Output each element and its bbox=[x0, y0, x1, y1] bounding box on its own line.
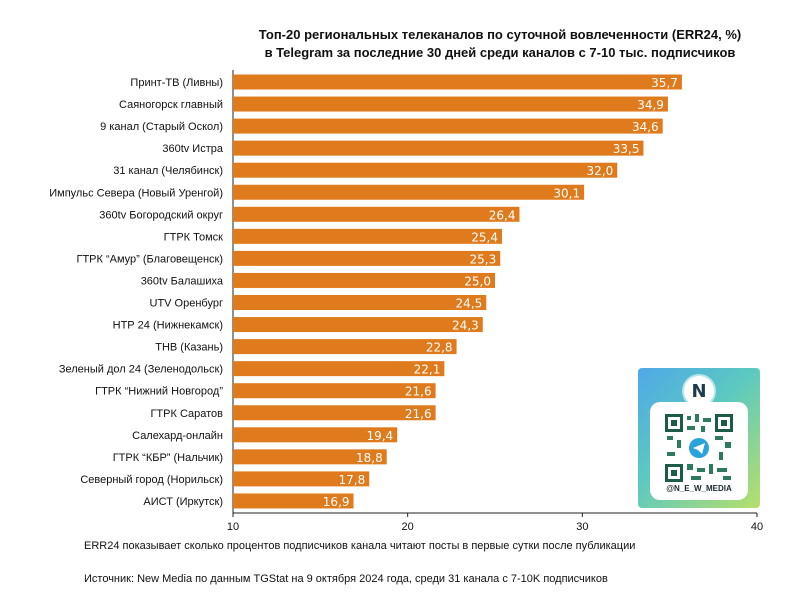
telegram-handle[interactable]: @N_E_W_MEDIA bbox=[666, 484, 732, 493]
bar bbox=[233, 471, 370, 487]
telegram-qr-card[interactable]: N bbox=[638, 368, 760, 508]
source-note: Источник: New Media по данным TGStat на … bbox=[84, 573, 608, 585]
value-label: 26,4 bbox=[489, 208, 516, 222]
value-label: 35,7 bbox=[651, 76, 678, 90]
bar bbox=[233, 317, 483, 333]
x-tick-label: 20 bbox=[402, 521, 414, 533]
bar bbox=[233, 449, 387, 465]
bar bbox=[233, 361, 445, 377]
category-label: Саяногорск главный bbox=[119, 99, 223, 111]
value-label: 21,6 bbox=[405, 385, 432, 399]
bar bbox=[233, 162, 618, 178]
category-label: ГТРК “Амур” (Благовещенск) bbox=[77, 253, 224, 265]
x-tick-label: 10 bbox=[227, 521, 239, 533]
category-label: ГТРК “КБР” (Нальчик) bbox=[113, 452, 223, 464]
category-label: 360tv Балашиха bbox=[141, 275, 224, 287]
bar bbox=[233, 250, 501, 266]
category-label: UTV Оренбург bbox=[150, 298, 224, 310]
value-label: 22,1 bbox=[414, 363, 441, 377]
value-label: 32,0 bbox=[587, 164, 614, 178]
bar bbox=[233, 295, 487, 310]
bar bbox=[233, 272, 495, 288]
category-label: Принт-ТВ (Ливны) bbox=[130, 77, 223, 89]
bar bbox=[233, 140, 644, 156]
chart-title-line-2: в Telegram за последние 30 дней среди ка… bbox=[264, 45, 736, 60]
logo-letter: N bbox=[691, 380, 707, 402]
bar bbox=[233, 427, 398, 443]
value-label: 33,5 bbox=[613, 142, 640, 156]
bar bbox=[233, 493, 354, 509]
bar-chart: Принт-ТВ (Ливны) 35,7 Саяногорск главный 34… bbox=[49, 70, 763, 533]
bar bbox=[233, 405, 436, 421]
category-label: Зеленый дол 24 (Зеленодольск) bbox=[59, 364, 223, 376]
value-label: 34,9 bbox=[637, 98, 664, 112]
bar bbox=[233, 383, 436, 399]
value-label: 16,9 bbox=[323, 495, 350, 509]
value-label: 25,3 bbox=[470, 252, 497, 266]
bar bbox=[233, 228, 502, 244]
bar bbox=[233, 96, 668, 112]
value-label: 34,6 bbox=[632, 120, 659, 134]
category-label: ГТРК Саратов bbox=[150, 408, 223, 420]
value-label: 30,1 bbox=[553, 186, 580, 200]
value-label: 18,8 bbox=[356, 451, 383, 465]
x-tick-label: 30 bbox=[576, 521, 588, 533]
qr-code-icon bbox=[665, 414, 733, 482]
value-label: 22,8 bbox=[426, 341, 453, 355]
category-label: 360tv Истра bbox=[162, 143, 224, 155]
bar bbox=[233, 184, 585, 200]
category-label: ГТРК Томск bbox=[164, 231, 224, 243]
category-label: ГТРК “Нижний Новгород” bbox=[95, 386, 223, 398]
bar bbox=[233, 118, 663, 134]
category-label: НТР 24 (Нижнекамск) bbox=[113, 320, 223, 332]
value-label: 25,0 bbox=[464, 274, 491, 288]
category-label: 31 канал (Челябинск) bbox=[113, 165, 223, 177]
bar bbox=[233, 339, 457, 355]
category-label: АИСТ (Иркутск) bbox=[143, 496, 223, 508]
bar bbox=[233, 74, 682, 90]
new-media-logo: N bbox=[684, 376, 714, 406]
category-label: Импульс Севера (Новый Уренгой) bbox=[49, 187, 223, 199]
value-label: 17,8 bbox=[339, 473, 366, 487]
category-label: 9 канал (Старый Оскол) bbox=[100, 121, 223, 133]
category-label: Северный город (Норильск) bbox=[80, 474, 223, 486]
bar bbox=[233, 206, 520, 222]
value-label: 24,3 bbox=[452, 319, 479, 333]
qr-code-panel: @N_E_W_MEDIA bbox=[650, 402, 748, 500]
category-label: Салехард-онлайн bbox=[132, 430, 223, 442]
definition-note: ERR24 показывает сколько процентов подпи… bbox=[84, 540, 636, 552]
value-label: 21,6 bbox=[405, 407, 432, 421]
value-label: 24,5 bbox=[456, 297, 483, 311]
chart-title-line-1: Топ-20 региональных телеканалов по суточ… bbox=[258, 27, 742, 42]
category-label: 360tv Богородский округ bbox=[99, 209, 223, 221]
x-tick-label: 40 bbox=[751, 521, 763, 533]
category-label: ТНВ (Казань) bbox=[155, 342, 223, 354]
value-label: 19,4 bbox=[366, 429, 393, 443]
value-label: 25,4 bbox=[471, 230, 498, 244]
